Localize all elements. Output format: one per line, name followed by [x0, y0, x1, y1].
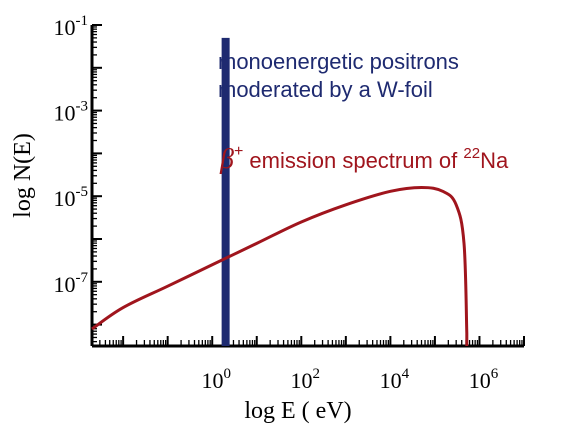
spectrum-line — [91, 185, 469, 346]
y-tick-label-4: 10-7 — [54, 270, 89, 297]
x-tick-label-1: 100 — [201, 366, 231, 393]
annotation-positron-line-1: monoenergetic positrons — [218, 49, 459, 74]
y-axis-title: log N(E) — [10, 133, 36, 218]
x-tick-label-4: 106 — [469, 366, 499, 393]
spectrum-layer — [91, 185, 469, 346]
tick-labels: 10-1 10-3 10-5 10-7 100 102 104 106 — [54, 13, 499, 393]
annotation-positron-line-2: moderated by a W-foil — [218, 77, 433, 102]
x-tick-label-3: 104 — [380, 366, 410, 393]
x-axis-title: log E ( eV) — [244, 398, 351, 424]
positron-bar-layer — [221, 37, 230, 346]
annotation-beta-spectrum: β+ emission spectrum of 22Na — [219, 143, 509, 175]
x-tick-label-2: 102 — [291, 366, 321, 393]
positron-bar — [221, 37, 230, 346]
y-tick-label-3: 10-5 — [54, 184, 89, 211]
tick-marks — [91, 24, 525, 346]
y-tick-label-2: 10-3 — [54, 99, 89, 126]
y-tick-label-1: 10-1 — [54, 13, 89, 40]
